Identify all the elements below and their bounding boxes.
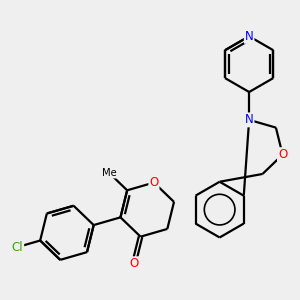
Text: Me: Me	[102, 168, 116, 178]
Text: O: O	[129, 257, 139, 270]
Text: N: N	[245, 113, 254, 126]
Text: O: O	[149, 176, 159, 189]
Text: Cl: Cl	[12, 241, 23, 254]
Text: N: N	[245, 30, 254, 43]
Text: O: O	[278, 148, 287, 161]
